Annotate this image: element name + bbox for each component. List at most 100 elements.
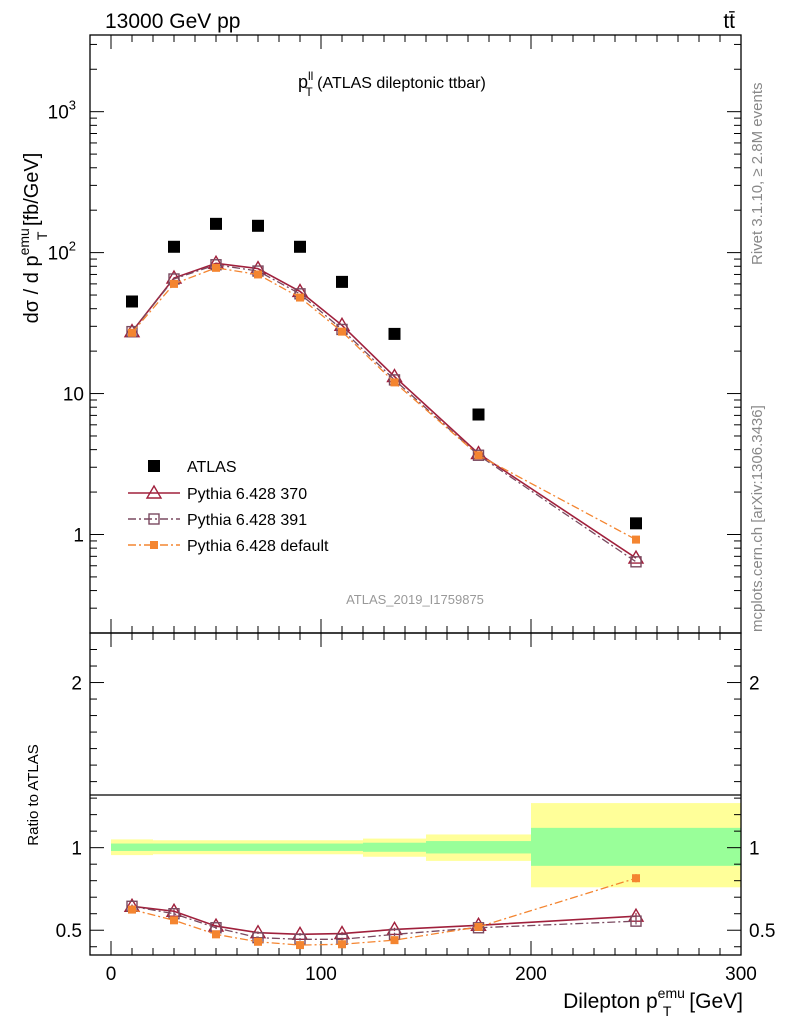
process-label: tt̄ <box>723 10 735 33</box>
data-point-pdefault <box>212 263 220 272</box>
ratio-tick-labels: 0.5 0.5 1 1 2 2 0 100 200 300 <box>56 674 776 985</box>
data-point-pdefault <box>128 328 136 337</box>
x-axis-label-sub: T <box>663 1003 672 1019</box>
plot-title-base: p <box>298 72 308 92</box>
main-y-tick-label-exp: 2 <box>69 239 76 254</box>
data-point-data <box>336 275 348 288</box>
mcplots-label: mcplots.cern.ch [arXiv:1306.3436] <box>749 405 766 632</box>
ratio-point-p370 <box>165 902 183 917</box>
ratio-band-inner <box>111 843 153 851</box>
ratio-uncertainty-bands <box>111 803 741 888</box>
ratio-band-inner <box>426 841 531 854</box>
plot-title-rest: (ATLAS dileptonic ttbar) <box>313 75 486 92</box>
plot-title: pll T (ATLAS dileptonic ttbar) <box>298 69 486 99</box>
ratio-line-p370 <box>131 905 637 936</box>
data-point-data <box>388 327 401 340</box>
data-point-pdefault <box>632 535 640 544</box>
main-y-tick-label: 102 <box>48 239 76 265</box>
ratio-y-tick-label-right: 1 <box>749 839 760 860</box>
data-point-data <box>630 517 642 530</box>
main-y-axis-label-sub: T <box>34 231 50 240</box>
legend-marker-p370 <box>145 484 163 499</box>
ratio-y-tick-label-left: 2 <box>71 674 82 695</box>
ratio-point-pdefault <box>474 922 483 931</box>
main-y-tick-label: 10 <box>63 385 84 406</box>
legend-label-data: ATLAS <box>187 459 237 476</box>
ratio-y-tick-label-left: 1 <box>71 839 82 860</box>
data-point-data <box>168 240 180 253</box>
x-tick-label: 100 <box>305 964 337 985</box>
main-y-axis-label-sup: emu <box>16 228 32 255</box>
ratio-y-tick-label-left: 0.5 <box>56 921 82 942</box>
ratio-point-pdefault <box>128 905 136 914</box>
ratio-point-pdefault <box>296 941 304 950</box>
ratio-band-inner <box>279 843 321 851</box>
ratio-point-pdefault <box>170 916 178 925</box>
x-axis-label-sup: emu <box>658 985 685 1001</box>
data-point-data <box>472 408 485 421</box>
x-tick-label: 300 <box>725 964 757 985</box>
plot-title-sup: ll <box>308 69 313 83</box>
ratio-band-inner <box>237 843 279 851</box>
data-point-p391 <box>630 556 642 568</box>
ratio-point-p391 <box>630 915 642 927</box>
ratio-band-inner <box>195 843 237 851</box>
data-point-pdefault <box>390 378 399 387</box>
legend-marker-pdefault <box>150 541 158 549</box>
ratio-y-tick-label-right: 0.5 <box>749 921 775 942</box>
legend-label-p391: Pythia 6.428 391 <box>187 512 307 529</box>
data-point-data <box>210 217 222 230</box>
x-axis-label: Dilepton pemu T [GeV] <box>563 985 743 1019</box>
ratio-axis-ticks <box>89 633 742 955</box>
series-line-p370 <box>131 262 637 559</box>
ratio-band-inner <box>363 842 426 852</box>
ratio-panel: 0.5 0.5 1 1 2 2 0 100 200 300 Ratio to ATLAS Dile… <box>25 632 776 1019</box>
data-point-data <box>252 219 264 232</box>
ratio-point-pdefault <box>632 874 640 883</box>
ratio-point-pdefault <box>254 937 262 946</box>
data-point-pdefault <box>254 270 262 279</box>
x-tick-label: 0 <box>106 964 117 985</box>
ratio-band-inner <box>531 827 741 866</box>
x-axis-label-post: [GeV] <box>683 990 743 1013</box>
data-point-pdefault <box>338 327 346 336</box>
rivet-label: Rivet 3.1.10, ≥ 2.8M events <box>749 83 766 266</box>
plot-title-sub: T <box>305 85 313 99</box>
legend-marker-p391 <box>148 513 160 525</box>
x-axis-label-pre: Dilepton p <box>563 990 658 1013</box>
main-y-tick-label-base: 10 <box>48 244 69 265</box>
data-point-data <box>294 240 306 253</box>
ratio-point-pdefault <box>338 940 346 949</box>
legend-label-pdefault: Pythia 6.428 default <box>187 538 329 555</box>
data-point-pdefault <box>170 279 178 288</box>
x-tick-label: 200 <box>515 964 547 985</box>
data-point-p391 <box>472 449 485 461</box>
legend: ATLAS Pythia 6.428 370 Pythia 6.428 391 Pyt… <box>128 459 329 555</box>
data-point-pdefault <box>296 293 304 302</box>
data-point-data <box>126 295 138 308</box>
ratio-point-pdefault <box>212 930 220 939</box>
energy-label: 13000 GeV pp <box>105 10 240 33</box>
main-series <box>123 217 645 568</box>
analysis-label: ATLAS_2019_I1759875 <box>346 592 484 607</box>
main-y-axis-label: dσ / d pemu T [fb/GeV] <box>16 153 50 324</box>
data-point-pdefault <box>474 451 483 460</box>
ratio-series <box>123 874 645 950</box>
ratio-band-inner <box>321 843 363 851</box>
ratio-band-inner <box>153 843 195 851</box>
ratio-y-tick-label-right: 2 <box>749 674 760 695</box>
main-y-axis-label-pre: dσ / d p <box>21 255 43 323</box>
main-y-axis-label-post: [fb/GeV] <box>21 153 43 232</box>
legend-label-p370: Pythia 6.428 370 <box>187 486 307 503</box>
legend-marker-data <box>148 460 160 472</box>
ratio-frame <box>89 632 742 956</box>
main-y-tick-label: 103 <box>48 98 76 124</box>
main-y-tick-label: 1 <box>73 525 84 546</box>
main-y-tick-label-base: 10 <box>48 103 69 124</box>
ratio-point-pdefault <box>390 936 399 945</box>
main-y-tick-label-exp: 3 <box>69 98 76 113</box>
ratio-y-axis-label: Ratio to ATLAS <box>25 744 42 845</box>
